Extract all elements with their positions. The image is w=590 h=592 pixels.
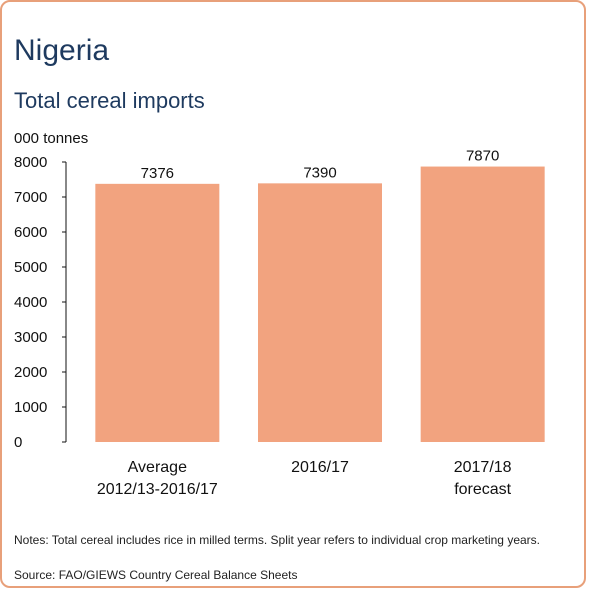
bar [95, 183, 220, 442]
chart-subtitle: Total cereal imports [14, 88, 205, 113]
y-tick-label: 3000 [14, 329, 47, 346]
category-label-line: forecast [454, 481, 511, 498]
y-tick-label: 0 [14, 434, 22, 451]
y-tick-label: 5000 [14, 259, 47, 276]
category-label-line: Average [128, 459, 187, 476]
category-label: 2016/17 [291, 459, 349, 476]
bars-group [95, 166, 545, 443]
bar [420, 166, 545, 443]
chart-source: Source: FAO/GIEWS Country Cereal Balance… [14, 568, 298, 582]
category-label-line: 2012/13-2016/17 [97, 481, 218, 498]
bar [258, 183, 382, 442]
y-tick-label: 8000 [14, 154, 47, 171]
y-tick-label: 2000 [14, 364, 47, 381]
bar-value-label: 7870 [466, 148, 499, 165]
y-tick-label: 1000 [14, 399, 47, 416]
category-label-line: 2016/17 [291, 459, 349, 476]
y-tick-label: 7000 [14, 189, 47, 206]
y-axis-unit-label: 000 tonnes [14, 130, 89, 147]
category-label-line: 2017/18 [454, 459, 512, 476]
chart-notes: Notes: Total cereal includes rice in mil… [14, 533, 540, 547]
y-axis: 0 1000 2000 3000 4000 5000 6000 7000 8000 [14, 154, 67, 451]
y-tick-label: 4000 [14, 294, 47, 311]
category-label: Average 2012/13-2016/17 [97, 459, 218, 498]
bar-value-label: 7376 [141, 165, 174, 182]
y-tick-label: 6000 [14, 224, 47, 241]
category-label: 2017/18 forecast [454, 459, 512, 498]
value-labels-group: 7376 7390 7870 [141, 148, 500, 182]
chart-title: Nigeria [14, 34, 110, 67]
bar-value-label: 7390 [303, 164, 336, 181]
category-labels-group: Average 2012/13-2016/17 2016/17 2017/18 fore… [97, 459, 512, 498]
